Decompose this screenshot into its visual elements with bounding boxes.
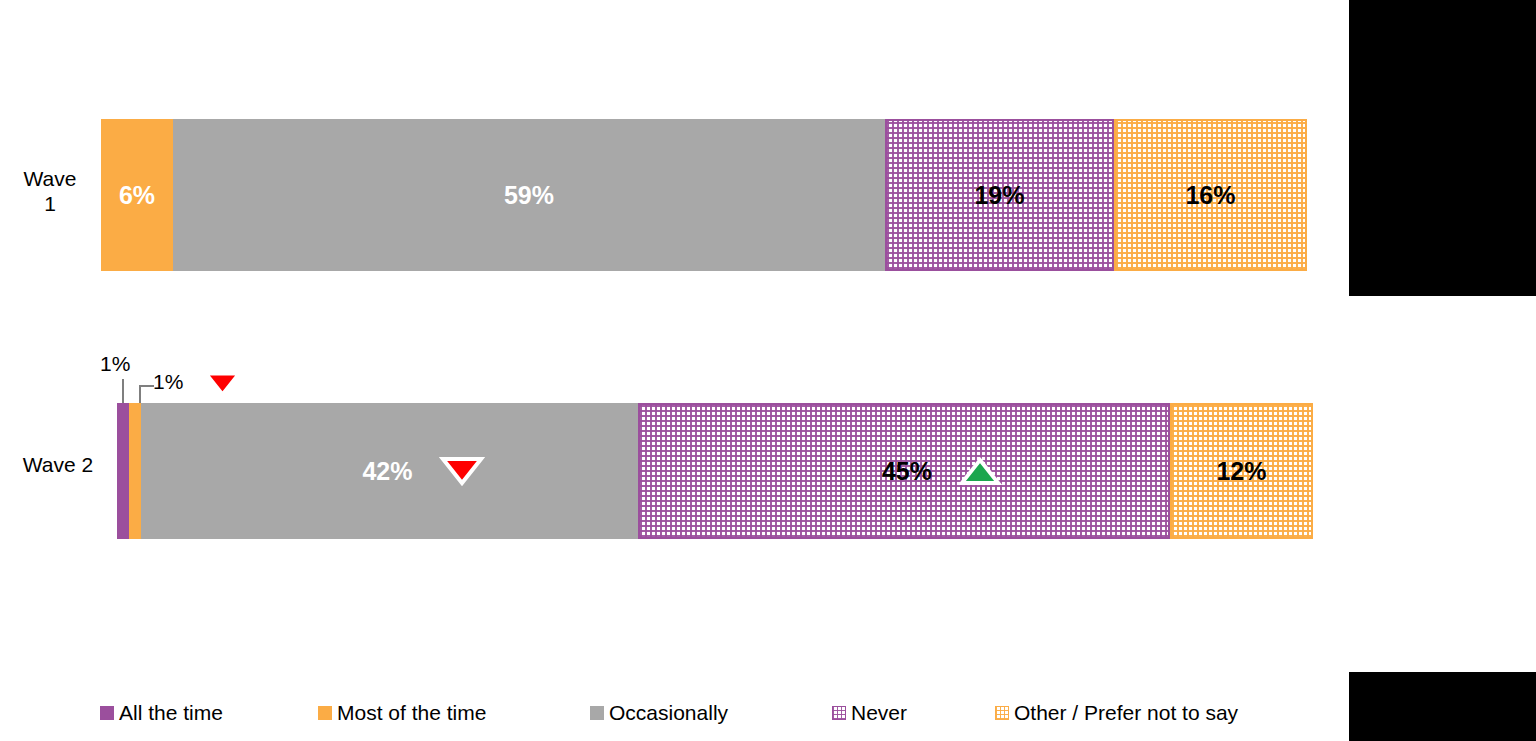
legend-label-occasionally: Occasionally <box>609 701 728 725</box>
segment-wave2-other: 12% <box>1170 403 1313 539</box>
legend-item-all-the-time: All the time <box>100 701 223 725</box>
decrease-icon <box>203 370 242 398</box>
value-label-wave1-never: 19% <box>974 181 1024 210</box>
legend-item-occasionally: Occasionally <box>590 701 728 725</box>
segment-wave2-most-of-the-time <box>129 403 141 539</box>
legend-swatch-never-icon <box>832 706 846 720</box>
segment-wave1-occasionally: 59% <box>173 119 885 271</box>
segment-wave1-most-of-the-time: 6% <box>101 119 173 271</box>
value-label-wave2-occasionally: 42% <box>362 457 412 486</box>
value-label-wave1-occasionally: 59% <box>504 181 554 210</box>
legend-swatch-other-icon <box>995 706 1009 720</box>
legend-item-other: Other / Prefer not to say <box>995 701 1238 725</box>
segment-wave2-never: 45% <box>638 403 1170 539</box>
value-label-wave2-other: 12% <box>1216 457 1266 486</box>
segment-wave2-all-the-time <box>117 403 129 539</box>
category-label-wave1-line2: 1 <box>8 191 92 216</box>
decrease-icon <box>439 455 485 487</box>
legend-item-most-of-the-time: Most of the time <box>318 701 486 725</box>
value-label-wave1-most-of-the-time: 6% <box>119 181 155 210</box>
bar-wave2: 42% 45% 12% <box>117 403 1313 539</box>
callout-wave2-all-the-time: 1% <box>100 352 130 376</box>
legend-item-never: Never <box>832 701 907 725</box>
redacted-region-top-right <box>1349 0 1536 296</box>
legend: All the time Most of the time Occasional… <box>0 701 1349 731</box>
leader-line-all-the-time <box>122 379 124 403</box>
bar-wave1: 6% 59% 19% 16% <box>101 119 1307 271</box>
stacked-bar-chart: Wave 1 Wave 2 6% 59% 19% 16% 1% 1% 42% <box>0 0 1536 741</box>
redacted-region-bottom-right <box>1349 672 1536 741</box>
legend-label-never: Never <box>851 701 907 725</box>
legend-label-most-of-the-time: Most of the time <box>337 701 486 725</box>
legend-swatch-most-of-the-time-icon <box>318 706 332 720</box>
value-label-wave2-never: 45% <box>882 457 932 486</box>
segment-wave2-occasionally: 42% <box>141 403 638 539</box>
category-label-wave2: Wave 2 <box>8 452 108 477</box>
legend-label-other: Other / Prefer not to say <box>1014 701 1238 725</box>
increase-icon <box>958 456 1002 487</box>
segment-wave1-never: 19% <box>885 119 1114 271</box>
category-label-wave1: Wave 1 <box>8 166 92 216</box>
legend-swatch-all-the-time-icon <box>100 706 114 720</box>
value-label-wave1-other: 16% <box>1185 181 1235 210</box>
legend-label-all-the-time: All the time <box>119 701 223 725</box>
leader-line-most-of-the-time <box>139 385 154 405</box>
category-label-wave1-line1: Wave <box>8 166 92 191</box>
legend-swatch-occasionally-icon <box>590 706 604 720</box>
callout-wave2-most-of-the-time: 1% <box>153 370 183 394</box>
segment-wave1-other: 16% <box>1114 119 1307 271</box>
